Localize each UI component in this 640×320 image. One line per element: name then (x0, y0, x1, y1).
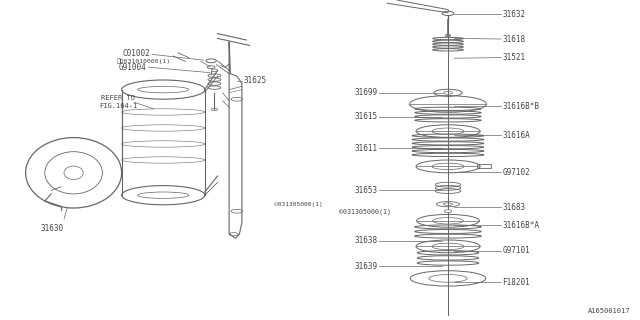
Ellipse shape (444, 210, 452, 213)
Text: G91004: G91004 (118, 63, 146, 72)
Ellipse shape (206, 59, 216, 63)
Text: 31615: 31615 (355, 112, 378, 121)
Text: 31639: 31639 (355, 262, 378, 271)
Text: C01002: C01002 (123, 49, 150, 58)
Text: 31683: 31683 (502, 203, 525, 212)
Text: 31630: 31630 (41, 224, 64, 233)
Ellipse shape (211, 108, 218, 111)
Text: 31618: 31618 (502, 35, 525, 44)
Text: 31611: 31611 (355, 144, 378, 153)
Text: 31521: 31521 (502, 53, 525, 62)
Ellipse shape (207, 66, 215, 69)
Ellipse shape (211, 69, 218, 72)
Text: 31625: 31625 (243, 76, 266, 85)
Text: 31616B*A: 31616B*A (502, 221, 540, 230)
Ellipse shape (442, 12, 454, 16)
Text: F18201: F18201 (502, 278, 530, 287)
Text: ©031305000(1): ©031305000(1) (274, 202, 323, 207)
Text: 31632: 31632 (502, 10, 525, 19)
Text: ©031305000(1): ©031305000(1) (339, 209, 391, 215)
Text: 31638: 31638 (355, 236, 378, 245)
Text: G97102: G97102 (502, 168, 530, 177)
Text: 31699: 31699 (355, 88, 378, 97)
Bar (477, 164, 491, 168)
Text: 31653: 31653 (355, 186, 378, 195)
Text: REFER TO
FIG.164-1: REFER TO FIG.164-1 (99, 95, 138, 109)
Text: A165001017: A165001017 (588, 308, 630, 314)
Text: 31616A: 31616A (502, 131, 530, 140)
Text: ⓍD031010000(1): ⓍD031010000(1) (116, 59, 171, 64)
Text: G97101: G97101 (502, 246, 530, 255)
Ellipse shape (445, 35, 451, 36)
Text: 31616B*B: 31616B*B (502, 102, 540, 111)
